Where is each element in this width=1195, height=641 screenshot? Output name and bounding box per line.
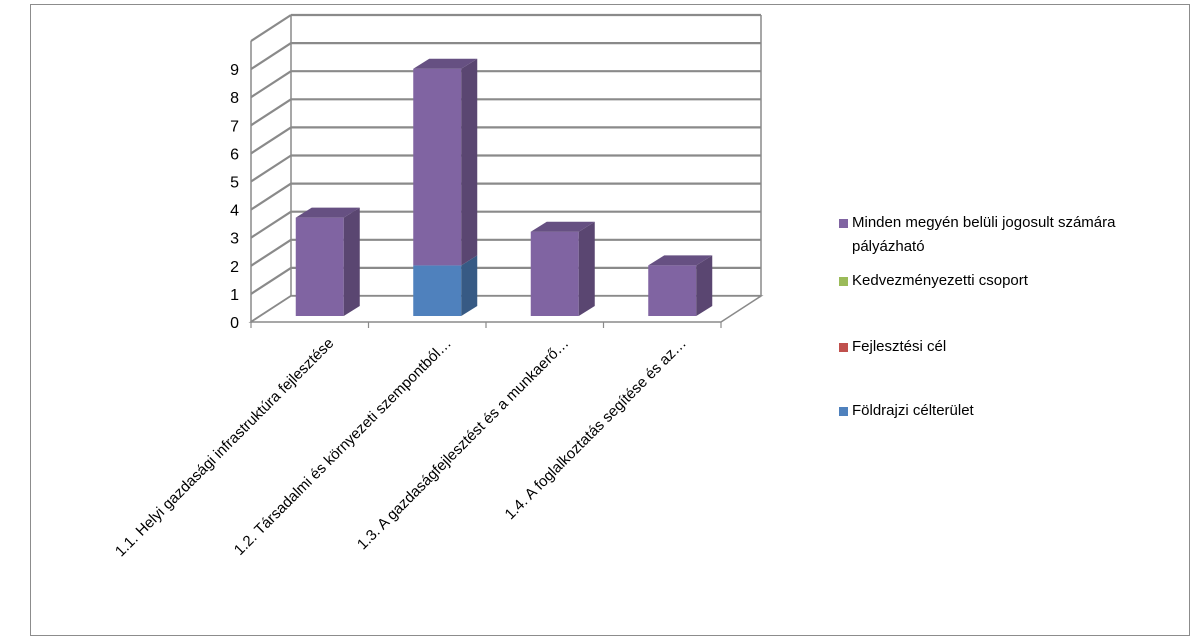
- legend-swatch: [839, 343, 848, 352]
- legend-swatch: [839, 277, 848, 286]
- gridline-side: [250, 126, 292, 155]
- legend-label: Kedvezményezetti csoport: [852, 272, 1028, 289]
- y-tick-label: 3: [230, 231, 239, 248]
- bar-top: [295, 207, 360, 218]
- bar-top: [648, 255, 713, 266]
- legend-swatch: [839, 407, 848, 416]
- y-tick-label: 0: [230, 315, 239, 332]
- gridline-side: [250, 266, 292, 295]
- x-category-label: 1.1. Helyi gazdasági infrastruktúra fejl…: [112, 335, 337, 560]
- bar-segment-front: [413, 265, 462, 316]
- chart-legend: Minden megyén belüli jogosult számára pál…: [839, 211, 1195, 423]
- legend-item: Fejlesztési cél: [839, 335, 1195, 359]
- bar-segment-front: [648, 265, 697, 316]
- gridline-side: [250, 154, 292, 183]
- chart-plot: 0 1 2 3 4 5 6 7 8 9 1.1. Helyi gazdasági infrastru…: [112, 13, 764, 560]
- gridline-side: [250, 238, 292, 267]
- gridline-side: [250, 98, 292, 127]
- y-tick-label: 4: [230, 203, 239, 220]
- legend-swatch: [839, 219, 848, 228]
- bar-segment-side: [578, 221, 595, 316]
- y-tick-label: 7: [230, 118, 239, 135]
- y-tick-label: 2: [230, 259, 239, 276]
- chart-floor: [248, 295, 764, 323]
- bar-segment-side: [696, 255, 713, 316]
- bar-top: [413, 58, 478, 69]
- y-tick-label: 5: [230, 175, 239, 192]
- gridline-side: [250, 70, 292, 99]
- legend-label: Fejlesztési cél: [852, 338, 947, 355]
- bar-segment-front: [413, 68, 462, 266]
- bar-segment-front: [530, 231, 579, 316]
- gridline-side: [250, 42, 292, 71]
- bar-segment-side: [461, 255, 478, 316]
- legend-item: Kedvezményezetti csoport: [839, 269, 1195, 293]
- y-tick-label: 6: [230, 146, 239, 163]
- bar-segment-front: [295, 217, 344, 316]
- legend-item: Földrajzi célterület: [839, 399, 1195, 423]
- y-tick-label: 8: [230, 90, 239, 107]
- gridline-side: [250, 182, 292, 211]
- legend-label: Földrajzi célterület: [852, 402, 974, 419]
- gridline-side: [250, 14, 292, 42]
- bar-segment-side: [343, 207, 360, 316]
- bar-top: [530, 221, 595, 232]
- chart-area: 0 1 2 3 4 5 6 7 8 9 1.1. Helyi gazdasági infrastru…: [30, 4, 1190, 636]
- y-tick-label: 1: [230, 287, 239, 304]
- x-category-label: 1.3. A gazdaságfejlesztést és a munkaerő…: [354, 335, 572, 553]
- x-category-label: 1.2. Társadalmi és környezeti szempontbó…: [231, 335, 455, 559]
- legend-item: Minden megyén belüli jogosult számára pál…: [839, 211, 1195, 259]
- legend-label: Minden megyén belüli jogosult számára: [852, 214, 1116, 231]
- y-tick-label: 9: [230, 62, 239, 79]
- legend-label: pályázható: [852, 238, 925, 255]
- gridline-side: [250, 210, 292, 239]
- bar-segment-side: [461, 58, 478, 266]
- x-category-label: 1.4. A foglalkoztatás segítése és az…: [502, 335, 690, 523]
